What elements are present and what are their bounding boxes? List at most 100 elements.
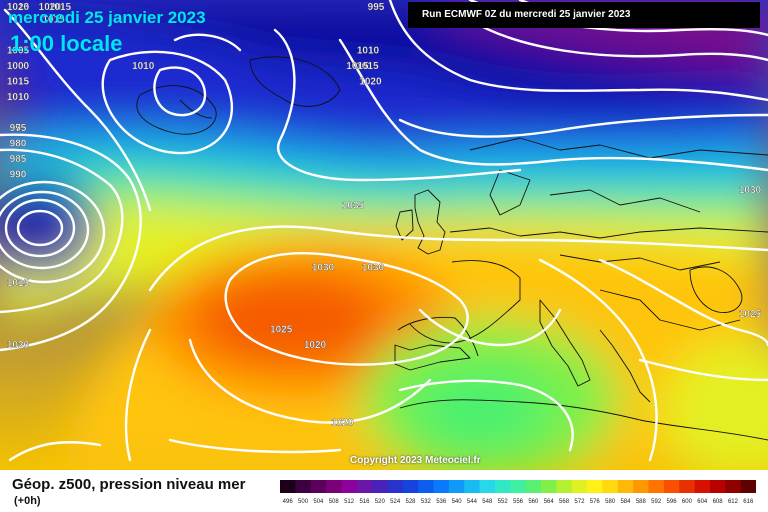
isobar-label-1005: 1005 (7, 46, 30, 57)
scale-tick-label: 596 (667, 499, 678, 505)
scale-tick-label: 580 (605, 499, 616, 505)
scale-swatch (510, 480, 527, 493)
scale-tick-label: 556 (513, 499, 524, 505)
scale-tick-label: 544 (467, 499, 478, 505)
isobar-label-1025: 1025 (270, 325, 293, 336)
scale-tick-label: 604 (697, 499, 708, 505)
lead-time: (+0h) (14, 495, 41, 507)
scale-tick-label: 608 (713, 499, 724, 505)
scale-swatch (433, 480, 450, 493)
isobar-label-1020: 1020 (7, 2, 30, 13)
scale-swatch (341, 480, 358, 493)
scale-tick-label: 584 (620, 499, 631, 505)
scale-tick-label: 564 (544, 499, 555, 505)
scale-tick-label: 524 (390, 499, 401, 505)
isobar-label-1030: 1030 (739, 185, 762, 196)
scale-swatch (740, 480, 756, 493)
scale-tick-label: 616 (743, 499, 754, 505)
scale-swatch (326, 480, 342, 493)
scale-swatch (694, 480, 711, 493)
scale-swatch (448, 480, 465, 493)
copyright-notice: Copyright 2023 Meteociel.fr (350, 455, 481, 466)
isobar-label-990: 990 (10, 170, 27, 181)
scale-swatch (556, 480, 573, 493)
scale-swatch (709, 480, 726, 493)
product-title: Géop. z500, pression niveau mer (12, 476, 246, 493)
scale-tick-label: 576 (590, 499, 601, 505)
scale-swatch (295, 480, 312, 493)
z500-geopotential-map: 1015 102010151015102010101005100010151010… (0, 0, 768, 470)
scale-tick-label: 588 (636, 499, 647, 505)
scale-swatch (525, 480, 542, 493)
scale-tick-label: 568 (559, 499, 570, 505)
scale-tick-label: 516 (359, 499, 370, 505)
isobar-label-1020: 1020 (7, 340, 30, 351)
isobar-label-1010: 1010 (132, 61, 155, 72)
isobar-label-1020: 1020 (39, 2, 62, 13)
isobar-label-1000: 1000 (7, 61, 30, 72)
scale-tick-label: 540 (452, 499, 463, 505)
scale-swatch (464, 480, 481, 493)
isobar-label-1020: 1020 (359, 77, 382, 88)
scale-tick-label: 552 (498, 499, 509, 505)
scale-swatch (280, 480, 296, 493)
scale-tick-label: 532 (421, 499, 432, 505)
isobar-label-1010: 1010 (357, 46, 380, 57)
scale-tick-label: 500 (298, 499, 309, 505)
scale-tick-label: 512 (344, 499, 355, 505)
scale-swatch (310, 480, 327, 493)
scale-tick-label: 496 (283, 499, 294, 505)
isobar-label-975: 975 (10, 123, 27, 134)
scale-swatch (648, 480, 665, 493)
land-outline-layer (136, 56, 768, 441)
isobar-label-985: 985 (10, 154, 27, 165)
isobar-label-1020: 1020 (304, 340, 327, 351)
scale-tick-label: 520 (375, 499, 386, 505)
legend-bar: Géop. z500, pression niveau mer (+0h) 49… (0, 470, 768, 512)
scale-swatch (479, 480, 496, 493)
scale-swatch (356, 480, 373, 493)
scale-swatch (402, 480, 419, 493)
scale-swatch (587, 480, 603, 493)
scale-swatch (494, 480, 511, 493)
scale-tick-label: 592 (651, 499, 662, 505)
isobar-label-995: 995 (368, 2, 385, 13)
scale-swatch (372, 480, 388, 493)
scale-tick-label: 560 (528, 499, 539, 505)
z500-color-scale: 496 500 504 508 512 516 520 524 528 532 536 540 544 5… (280, 480, 756, 505)
isobar-label-980: 980 (10, 139, 27, 150)
isobar-label-1035: 1035 (342, 201, 365, 212)
isobar-label-1015: 1015 (7, 278, 30, 289)
scale-swatch (663, 480, 680, 493)
scale-swatch (679, 480, 695, 493)
scale-tick-label: 600 (682, 499, 693, 505)
scale-tick-label: 528 (406, 499, 417, 505)
scale-swatch (617, 480, 634, 493)
scale-tick-label: 612 (728, 499, 739, 505)
scale-tick-label: 536 (436, 499, 447, 505)
isobar-label-1015: 1015 (356, 61, 379, 72)
forecast-date: mercredi 25 janvier 2023 (8, 8, 206, 27)
scale-swatch (541, 480, 557, 493)
isobar-label-1010: 1010 (7, 92, 30, 103)
scale-swatch (571, 480, 588, 493)
scale-swatch (633, 480, 649, 493)
scale-tick-label: 548 (482, 499, 493, 505)
isobar-label-1015: 1015 (49, 2, 72, 13)
scale-swatch (602, 480, 619, 493)
isobar-label-1015: 1015 (7, 2, 30, 13)
isobar-label-1015: 1015 (7, 77, 30, 88)
forecast-local-time: 1:00 locale (10, 31, 123, 56)
scale-tick-label: 572 (574, 499, 585, 505)
isobar-label-1015: 1015 (346, 61, 369, 72)
isobar-label-1030: 1030 (362, 263, 385, 274)
scale-swatch (387, 480, 404, 493)
isobar-label-1020: 1020 (331, 418, 354, 429)
model-run-banner: Run ECMWF 0Z du mercredi 25 janvier 2023 (408, 2, 760, 28)
isobar-label-1030: 1030 (312, 263, 335, 274)
isobar-label-1025: 1025 (739, 309, 762, 320)
scale-tick-label: 508 (329, 499, 340, 505)
scale-swatch (418, 480, 434, 493)
scale-tick-label: 504 (313, 499, 324, 505)
